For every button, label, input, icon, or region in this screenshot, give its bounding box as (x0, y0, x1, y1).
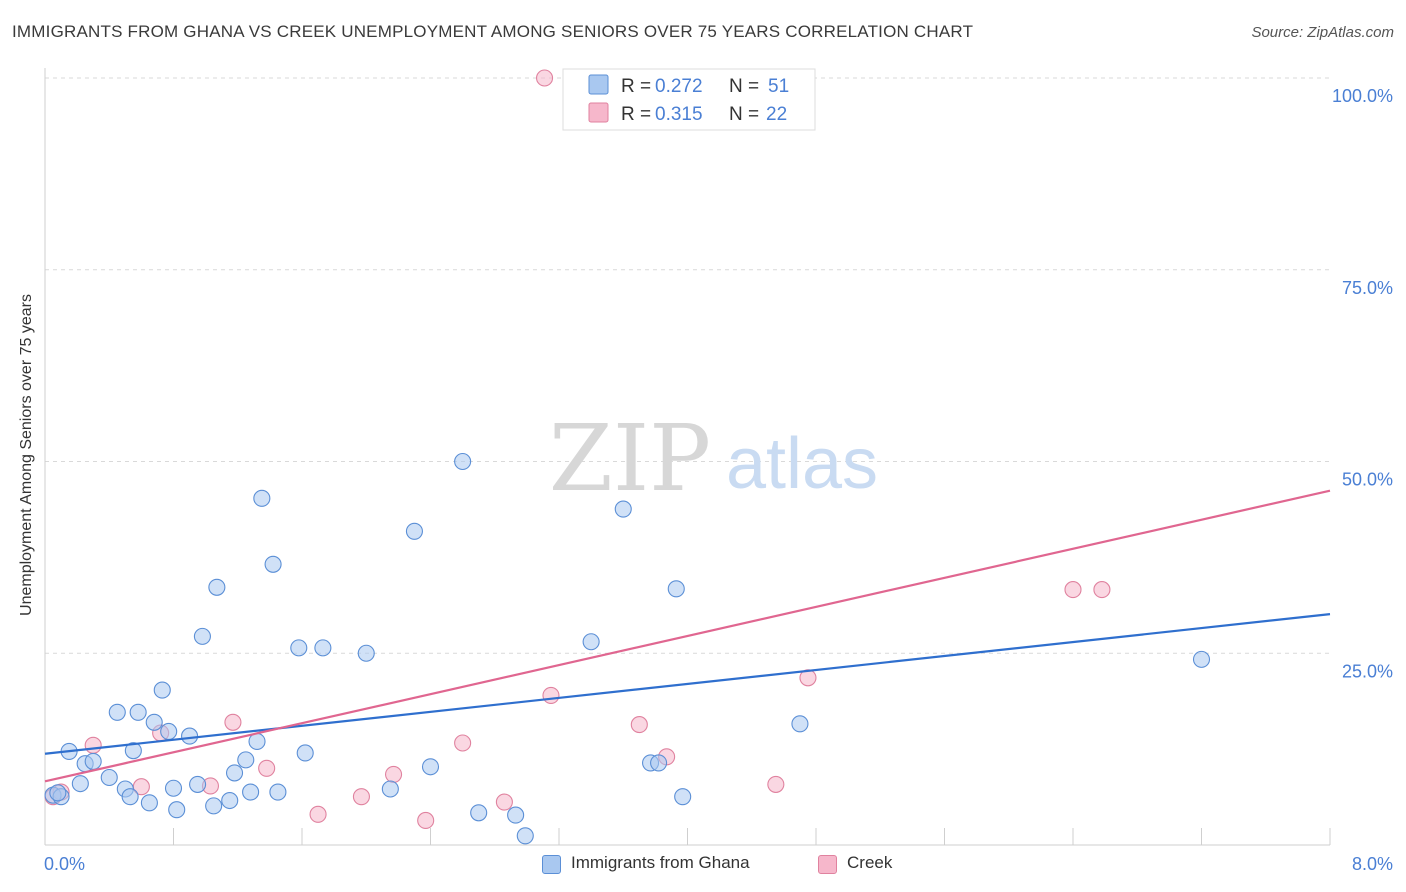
ghana-data-point (381, 780, 399, 798)
ghana-data-point (129, 703, 147, 721)
x-tick-label: 8.0% (1352, 854, 1393, 874)
stats-r-label-pink: R = (621, 104, 651, 125)
ghana-trend-line (44, 613, 1331, 755)
tick-labels: 25.0% 50.0% 75.0% 100.0% 0.0% 8.0% (44, 86, 1393, 874)
y-tick-label: 100.0% (1332, 86, 1393, 106)
watermark-atlas: atlas (726, 424, 878, 504)
stats-legend-pink-swatch (588, 102, 609, 123)
creek-data-point (767, 775, 785, 793)
gridlines (45, 77, 1330, 654)
stats-n-label-blue: N = (729, 76, 759, 97)
y-tick-label: 25.0% (1342, 661, 1393, 681)
ghana-data-point (614, 500, 632, 518)
watermark-zip: ZIP (549, 405, 711, 512)
creek-data-point (454, 734, 472, 752)
creek-data-point (385, 765, 403, 783)
ghana-data-point (296, 744, 314, 762)
ghana-data-point (164, 779, 183, 797)
ghana-data-point (667, 580, 685, 598)
ghana-data-point (582, 633, 600, 651)
ghana-data-point (507, 806, 525, 824)
creek-data-point (630, 716, 648, 734)
creek-data-point (495, 793, 513, 811)
creek-data-point (542, 686, 560, 704)
x-tick-label: 0.0% (44, 854, 85, 874)
ghana-data-point (208, 578, 226, 596)
creek-data-point (258, 759, 276, 777)
axes (44, 68, 1331, 846)
creek-data-point (1093, 581, 1111, 599)
ghana-data-point (248, 732, 266, 751)
ghana-data-point (314, 639, 332, 657)
ghana-points (44, 452, 1211, 845)
legend-swatch-creek (818, 855, 837, 874)
ghana-data-point (225, 764, 244, 782)
ghana-data-point (237, 751, 255, 769)
creek-data-point (1064, 581, 1082, 599)
stats-legend-blue-swatch (588, 74, 609, 95)
ghana-data-point (269, 783, 287, 801)
trend-lines (44, 489, 1331, 783)
ghana-data-point (140, 794, 158, 812)
watermark: ZIP atlas (549, 405, 878, 512)
stats-r-value-blue: 0.272 (655, 76, 703, 97)
chart-source: Source: ZipAtlas.com (1251, 24, 1394, 41)
ghana-data-point (145, 713, 163, 731)
ghana-data-point (516, 827, 534, 845)
ghana-data-point (791, 715, 809, 733)
ghana-data-point (421, 758, 440, 776)
ghana-data-point (205, 797, 223, 815)
legend-label-creek: Creek (847, 853, 893, 872)
creek-data-point (352, 788, 370, 806)
stats-n-label-pink: N = (729, 104, 759, 125)
stats-r-value-pink: 0.315 (655, 104, 703, 125)
ghana-data-point (221, 791, 239, 810)
ghana-data-point (470, 804, 488, 822)
ghana-data-point (153, 681, 171, 699)
ghana-data-point (189, 775, 207, 793)
stats-legend: R = 0.272 N = 51 R = 0.315 N = 22 (562, 68, 816, 131)
ghana-data-point (71, 775, 89, 793)
creek-data-point (417, 811, 435, 830)
creek-data-point (224, 713, 242, 731)
ghana-data-point (181, 727, 199, 745)
creek-data-point (84, 736, 102, 754)
ghana-data-point (264, 555, 282, 573)
ghana-data-point (454, 452, 472, 471)
y-tick-label: 50.0% (1342, 470, 1393, 490)
ghana-data-point (84, 752, 102, 770)
ghana-data-point (242, 783, 260, 801)
ghana-data-point (290, 639, 308, 657)
creek-data-point (309, 805, 327, 823)
ghana-data-point (100, 768, 118, 787)
ghana-data-point (160, 722, 178, 741)
ghana-data-point (124, 742, 142, 760)
creek-data-point (535, 69, 554, 87)
ghana-data-point (405, 522, 423, 540)
ghana-data-point (650, 754, 668, 772)
ghana-data-point (168, 801, 186, 819)
stats-n-value-pink: 22 (766, 104, 787, 125)
ghana-data-point (357, 644, 375, 662)
stats-r-label-blue: R = (621, 76, 651, 97)
chart-title: IMMIGRANTS FROM GHANA VS CREEK UNEMPLOYM… (12, 22, 974, 41)
creek-trend-line (44, 489, 1331, 783)
ghana-data-point (674, 788, 692, 806)
ghana-data-point (253, 489, 271, 507)
ghana-data-point (121, 788, 139, 806)
ghana-data-point (193, 627, 211, 645)
ghana-data-point (49, 784, 67, 802)
stats-n-value-blue: 51 (768, 76, 789, 97)
ghana-data-point (108, 703, 126, 721)
y-tick-label: 75.0% (1342, 278, 1393, 298)
legend-label-ghana: Immigrants from Ghana (571, 853, 750, 872)
legend-swatch-ghana (542, 855, 561, 874)
ghana-data-point (1192, 650, 1211, 668)
